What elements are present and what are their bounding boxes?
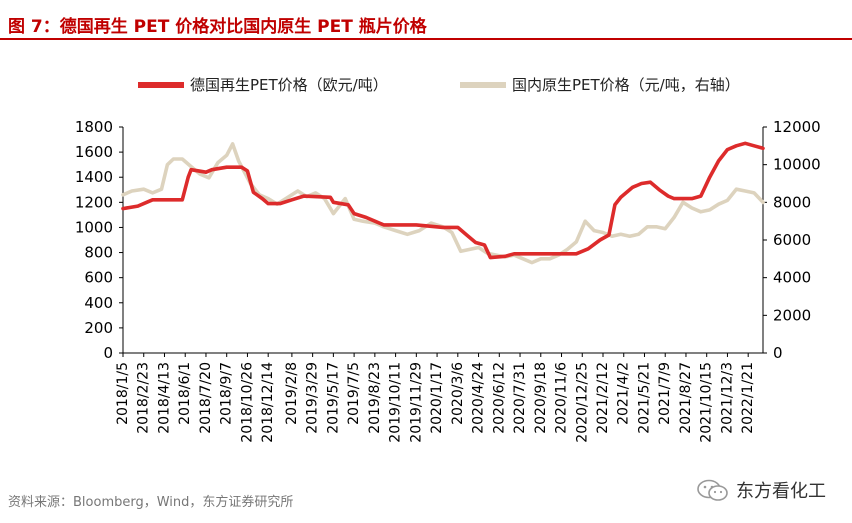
y-left-tick-label: 1800: [75, 118, 113, 136]
chart-title: 图 7：德国再生 PET 价格对比国内原生 PET 瓶片价格: [8, 17, 427, 37]
x-tick-label: 2019/3/29: [305, 362, 321, 434]
x-tick-label: 2018/6/1: [177, 362, 193, 425]
x-tick-label: 2018/10/26: [239, 362, 255, 443]
y-right-tick-label: 6000: [773, 231, 811, 249]
x-tick-label: 2020/4/24: [471, 362, 487, 434]
x-tick-label: 2020/3/6: [450, 362, 466, 425]
legend-swatch-secondary: [460, 81, 506, 88]
y-right-tick-label: 2000: [773, 306, 811, 324]
x-tick-label: 2019/11/29: [408, 362, 424, 443]
x-tick-label: 2018/12/14: [260, 362, 276, 443]
brand-name: 东方看化工: [736, 481, 826, 502]
x-tick-label: 2019/8/23: [367, 362, 383, 434]
x-tick-label: 2020/7/31: [512, 362, 528, 434]
series-line-primary: [121, 141, 765, 260]
x-tick-label: 2020/11/6: [554, 362, 570, 434]
x-tick-label: 2019/7/5: [346, 362, 362, 425]
source-note: 资料来源：Bloomberg，Wind，东方证券研究所: [8, 495, 294, 510]
y-left-tick-label: 200: [84, 319, 113, 337]
x-tick-label: 2020/9/18: [533, 362, 549, 434]
y-left-tick-label: 1200: [75, 193, 113, 211]
chart-legend: 德国再生PET价格（欧元/吨） 国内原生PET价格（元/吨，右轴）: [0, 74, 852, 98]
x-tick-label: 2021/7/9: [657, 362, 673, 425]
y-right-tick-label: 10000: [773, 156, 821, 174]
series-line-secondary: [121, 142, 765, 265]
x-tick-label: 2020/12/25: [574, 362, 590, 443]
x-tick-label: 2021/10/15: [699, 362, 715, 443]
x-tick-label: 2018/4/13: [156, 362, 172, 434]
y-right-tick-label: 12000: [773, 118, 821, 136]
x-tick-label: 2021/4/2: [616, 362, 632, 425]
brand-watermark: 东方看化工: [696, 477, 826, 503]
x-tick-label: 2018/9/7: [219, 362, 235, 425]
x-tick-label: 2018/7/20: [198, 362, 214, 434]
x-tick-label: 2018/1/5: [115, 362, 131, 425]
x-tick-label: 2021/8/27: [678, 362, 694, 434]
legend-label-secondary: 国内原生PET价格（元/吨，右轴）: [512, 76, 740, 94]
wechat-logo-icon: [697, 479, 728, 501]
x-tick-label: 2021/5/21: [636, 362, 652, 434]
y-right-tick-label: 4000: [773, 269, 811, 287]
title-divider: [0, 38, 852, 40]
x-tick-label: 2021/12/3: [719, 362, 735, 434]
x-tick-label: 2019/2/8: [284, 362, 300, 425]
y-left-tick-label: 1600: [75, 143, 113, 161]
y-left-tick-label: 0: [103, 344, 113, 362]
legend-swatch-primary: [138, 81, 184, 88]
x-tick-label: 2021/2/12: [595, 362, 611, 434]
y-right-tick-label: 0: [773, 344, 783, 362]
legend-item-secondary: 国内原生PET价格（元/吨，右轴）: [460, 74, 740, 95]
legend-label-primary: 德国再生PET价格（欧元/吨）: [190, 76, 388, 94]
y-right-tick-label: 8000: [773, 193, 811, 211]
x-tick-label: 2022/1/21: [740, 362, 756, 434]
x-tick-label: 2020/1/17: [429, 362, 445, 434]
y-left-tick-label: 400: [84, 294, 113, 312]
x-tick-label: 2019/5/17: [325, 362, 341, 434]
legend-item-primary: 德国再生PET价格（欧元/吨）: [138, 74, 388, 95]
y-left-tick-label: 800: [84, 244, 113, 262]
x-tick-label: 2018/2/23: [136, 362, 152, 434]
y-left-tick-label: 600: [84, 269, 113, 287]
y-left-tick-label: 1400: [75, 168, 113, 186]
y-left-tick-label: 1000: [75, 218, 113, 236]
x-tick-label: 2020/6/12: [491, 362, 507, 434]
x-tick-label: 2019/10/11: [388, 362, 404, 443]
